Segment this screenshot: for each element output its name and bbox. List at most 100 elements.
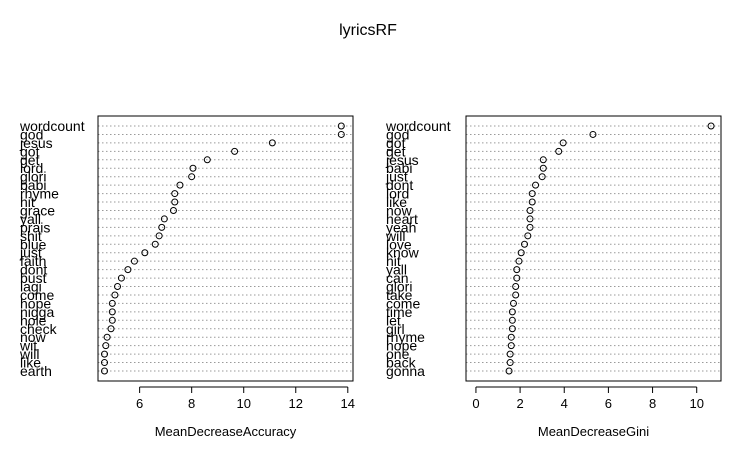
data-point bbox=[171, 190, 179, 198]
variable-label: dont bbox=[386, 177, 413, 193]
variable-label: dont bbox=[20, 262, 47, 278]
variable-label: one bbox=[386, 346, 410, 362]
variable-label: let bbox=[386, 312, 401, 328]
data-point bbox=[111, 291, 119, 299]
data-point bbox=[114, 283, 122, 291]
data-point bbox=[160, 215, 168, 223]
variable-label: earth bbox=[20, 363, 52, 379]
variable-label: glori bbox=[20, 169, 46, 185]
variable-label: hit bbox=[20, 194, 35, 210]
variable-label: girl bbox=[386, 321, 405, 337]
data-point bbox=[526, 223, 534, 231]
x-tick-label: 6 bbox=[136, 396, 143, 411]
variable-label: rhyme bbox=[20, 186, 59, 202]
data-point bbox=[528, 198, 536, 206]
data-point bbox=[151, 240, 159, 248]
x-tick-label: 8 bbox=[188, 396, 195, 411]
variable-label: prais bbox=[20, 219, 50, 235]
variable-label: get bbox=[386, 143, 406, 159]
data-point bbox=[268, 139, 276, 147]
data-point bbox=[107, 325, 115, 333]
variable-label: shit bbox=[20, 228, 42, 244]
data-point bbox=[512, 283, 520, 291]
data-point bbox=[526, 215, 534, 223]
x-tick-label: 14 bbox=[341, 396, 355, 411]
x-tick-label: 8 bbox=[649, 396, 656, 411]
variable-label: nigga bbox=[20, 304, 54, 320]
chart-title: lyricsRF bbox=[339, 22, 397, 39]
data-point bbox=[203, 156, 211, 164]
data-point bbox=[507, 342, 515, 350]
variable-label: jesus bbox=[19, 135, 53, 151]
data-point bbox=[513, 266, 521, 274]
data-point bbox=[108, 308, 116, 316]
variable-label: lord bbox=[20, 160, 43, 176]
variable-label: like bbox=[386, 194, 407, 210]
data-point bbox=[513, 274, 521, 282]
x-tick-label: 6 bbox=[605, 396, 612, 411]
data-point bbox=[539, 156, 547, 164]
x-axis-label: MeanDecreaseGini bbox=[538, 424, 649, 439]
variable-label: like bbox=[20, 355, 41, 371]
data-point bbox=[521, 240, 529, 248]
variable-label: hit bbox=[386, 253, 401, 269]
variable-label: god bbox=[386, 126, 409, 142]
data-point bbox=[337, 130, 345, 138]
data-point bbox=[508, 316, 516, 324]
variable-label: know bbox=[386, 245, 420, 261]
data-point bbox=[506, 359, 514, 367]
data-point bbox=[512, 291, 520, 299]
gini-panel: wordcountgodgotgetjesusbabijustdontlordl… bbox=[385, 115, 722, 439]
data-point bbox=[505, 367, 513, 375]
variable-label: get bbox=[20, 152, 40, 168]
variable-label: hope bbox=[386, 338, 417, 354]
data-point bbox=[506, 350, 514, 358]
variable-label: can bbox=[386, 270, 409, 286]
x-tick-label: 12 bbox=[289, 396, 303, 411]
variable-label: hope bbox=[20, 295, 51, 311]
variable-label: faith bbox=[20, 253, 46, 269]
data-point bbox=[231, 147, 239, 155]
data-point bbox=[130, 257, 138, 265]
variable-label: just bbox=[19, 245, 42, 261]
variable-label: just bbox=[385, 169, 408, 185]
plot-frame bbox=[465, 115, 722, 382]
x-tick-label: 4 bbox=[561, 396, 568, 411]
data-point bbox=[555, 147, 563, 155]
variable-label: wit bbox=[19, 338, 37, 354]
data-point bbox=[141, 249, 149, 257]
variable-label: jesus bbox=[385, 152, 419, 168]
variable-label: god bbox=[20, 126, 43, 142]
data-point bbox=[539, 164, 547, 172]
data-point bbox=[169, 206, 177, 214]
variable-label: lagi bbox=[20, 279, 42, 295]
x-tick-label: 10 bbox=[236, 396, 250, 411]
variable-label: time bbox=[386, 304, 413, 320]
data-point bbox=[508, 308, 516, 316]
data-point bbox=[538, 173, 546, 181]
data-point bbox=[124, 266, 132, 274]
variable-label: come bbox=[386, 295, 420, 311]
variable-label: come bbox=[20, 287, 54, 303]
data-point bbox=[103, 333, 111, 341]
data-point bbox=[526, 206, 534, 214]
data-point bbox=[524, 232, 532, 240]
data-point bbox=[707, 122, 715, 130]
variable-label: hole bbox=[20, 312, 47, 328]
x-tick-label: 10 bbox=[689, 396, 703, 411]
accuracy-panel: wordcountgodjesusgotgetlordgloribabirhym… bbox=[19, 115, 355, 439]
x-tick-label: 2 bbox=[516, 396, 523, 411]
x-axis-label: MeanDecreaseAccuracy bbox=[155, 424, 297, 439]
variable-label: yeah bbox=[386, 219, 416, 235]
variable-label: got bbox=[386, 135, 406, 151]
data-point bbox=[101, 367, 109, 375]
data-point bbox=[508, 325, 516, 333]
data-point bbox=[176, 181, 184, 189]
x-tick-label: 0 bbox=[472, 396, 479, 411]
variable-label: babi bbox=[20, 177, 46, 193]
variable-label: yall bbox=[386, 262, 407, 278]
variable-label: wordcount bbox=[385, 118, 451, 134]
data-point bbox=[117, 274, 125, 282]
data-point bbox=[589, 130, 597, 138]
